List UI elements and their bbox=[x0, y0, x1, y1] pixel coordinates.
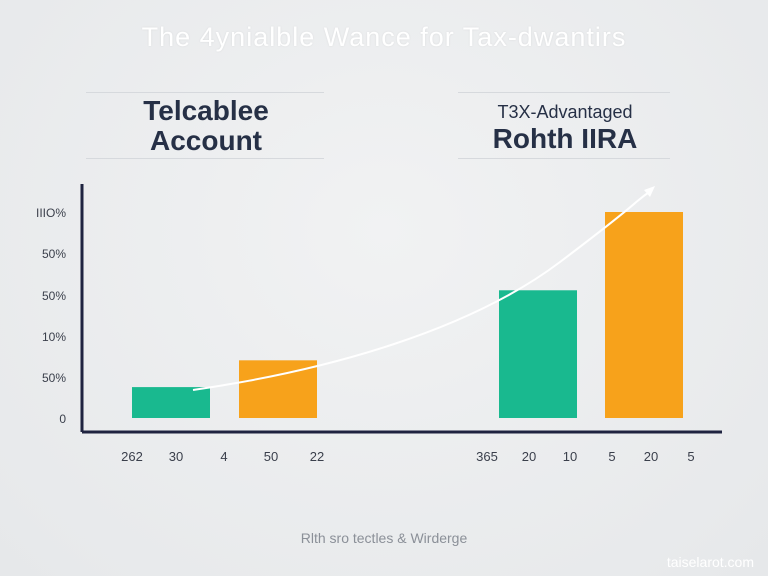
left-header: Telcablee Account bbox=[86, 96, 326, 156]
bar-1 bbox=[132, 387, 210, 418]
right-header-bottom-rule bbox=[458, 158, 670, 159]
x-tick-label: 5 bbox=[608, 449, 615, 464]
chart-title: The 4ynialble Wance for Tax-dwantirs bbox=[141, 22, 627, 52]
trend-arrow-head bbox=[644, 186, 655, 197]
y-tick-label: IIIO% bbox=[36, 206, 66, 220]
y-tick-label: 10% bbox=[42, 330, 66, 344]
bars-group bbox=[132, 212, 683, 418]
x-tick-label: 10 bbox=[563, 449, 577, 464]
bar-3 bbox=[499, 290, 577, 418]
bar-4 bbox=[605, 212, 683, 418]
x-tick-label: 22 bbox=[310, 449, 324, 464]
x-tick-label: 365 bbox=[476, 449, 498, 464]
x-tick-label: 5 bbox=[687, 449, 694, 464]
right-header-top-rule bbox=[458, 92, 670, 93]
left-header-line2: Account bbox=[150, 125, 262, 156]
y-tick-label: 50% bbox=[42, 247, 66, 261]
x-tick-label: 4 bbox=[220, 449, 227, 464]
right-header: T3X-Advantaged Rohth IIRA bbox=[460, 102, 670, 155]
left-header-line1: Telcablee bbox=[143, 95, 269, 126]
y-tick-label: 50% bbox=[42, 371, 66, 385]
x-tick-label: 20 bbox=[644, 449, 658, 464]
right-header-subtitle: T3X-Advantaged bbox=[497, 102, 633, 122]
right-header-title: Rohth IIRA bbox=[492, 123, 638, 154]
y-tick-labels: IIIO% 50% 50% 10% 50% 0 bbox=[36, 206, 66, 426]
x-tick-label: 50 bbox=[264, 449, 278, 464]
y-tick-label: 50% bbox=[42, 289, 66, 303]
left-header-bottom-rule bbox=[86, 158, 324, 159]
left-header-top-rule bbox=[86, 92, 324, 93]
watermark: taiselarot.com bbox=[666, 554, 754, 570]
x-tick-label: 262 bbox=[121, 449, 143, 464]
y-tick-label: 0 bbox=[59, 412, 66, 426]
trend-curve bbox=[192, 189, 653, 391]
x-tick-label: 30 bbox=[169, 449, 183, 464]
x-tick-labels: 262 30 4 50 22 365 20 10 5 20 5 bbox=[121, 449, 694, 464]
footer-caption: Rlth sro tectles & Wirderge bbox=[300, 530, 468, 546]
x-tick-label: 20 bbox=[522, 449, 536, 464]
